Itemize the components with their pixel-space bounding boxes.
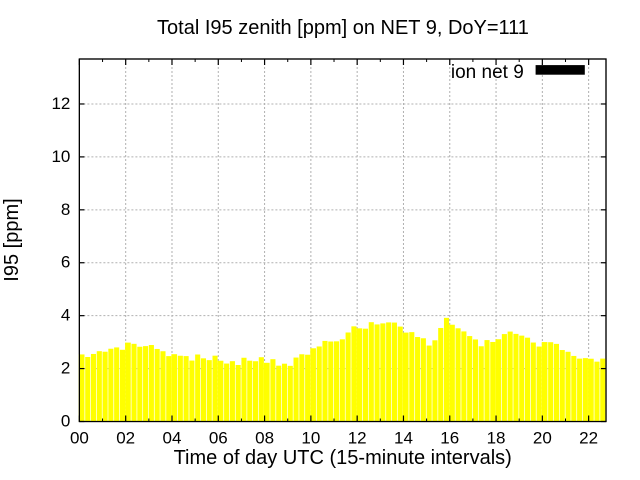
svg-text:8: 8 — [61, 200, 70, 219]
svg-text:06: 06 — [209, 429, 228, 448]
svg-text:08: 08 — [255, 429, 274, 448]
svg-text:04: 04 — [163, 429, 182, 448]
svg-text:4: 4 — [61, 306, 70, 325]
svg-text:Time of day UTC (15-minute int: Time of day UTC (15-minute intervals) — [174, 447, 512, 469]
svg-text:00: 00 — [70, 429, 89, 448]
svg-text:10: 10 — [51, 147, 70, 166]
svg-text:12: 12 — [348, 429, 367, 448]
svg-text:12: 12 — [51, 94, 70, 113]
svg-text:16: 16 — [440, 429, 459, 448]
svg-text:02: 02 — [116, 429, 135, 448]
svg-text:18: 18 — [487, 429, 506, 448]
svg-text:14: 14 — [394, 429, 413, 448]
svg-text:2: 2 — [61, 359, 70, 378]
svg-text:22: 22 — [579, 429, 598, 448]
svg-text:ion net 9: ion net 9 — [451, 62, 524, 83]
svg-text:I95 [ppm]: I95 [ppm] — [1, 198, 23, 281]
svg-text:Total I95 zenith [ppm] on NET: Total I95 zenith [ppm] on NET 9, DoY=111 — [157, 17, 529, 39]
svg-text:6: 6 — [61, 253, 70, 272]
svg-text:10: 10 — [301, 429, 320, 448]
svg-text:20: 20 — [533, 429, 552, 448]
